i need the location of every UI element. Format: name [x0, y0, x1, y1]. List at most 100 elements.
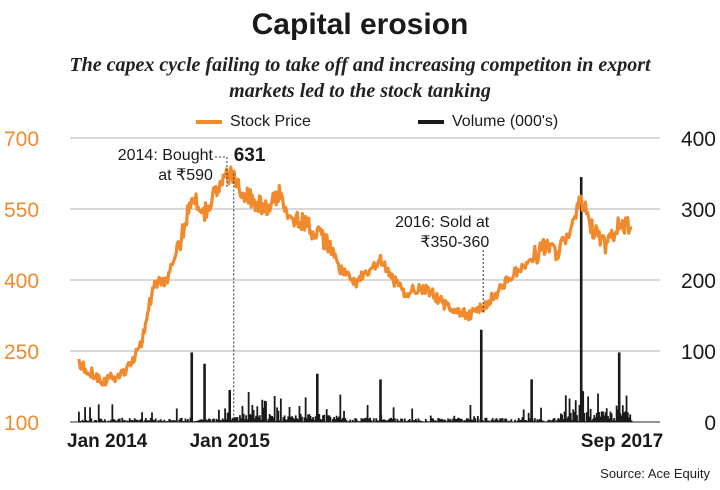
volume-bar [205, 419, 208, 422]
volume-bar [172, 420, 174, 422]
volume-bar [426, 421, 428, 422]
volume-bar [152, 419, 155, 422]
volume-bar [615, 405, 618, 422]
volume-bar [198, 420, 200, 422]
volume-bar [626, 412, 629, 422]
volume-bar [365, 417, 368, 422]
volume-bar [99, 418, 101, 422]
volume-bar [490, 419, 493, 422]
volume-bar [595, 412, 598, 422]
volume-bar [372, 418, 375, 422]
volume-bar [366, 405, 369, 422]
volume-bar [136, 419, 139, 422]
volume-bar [607, 415, 609, 422]
volume-bar [133, 418, 136, 422]
volume-bar [434, 420, 437, 422]
volume-bar [244, 419, 246, 422]
volume-bar [582, 391, 585, 422]
volume-bar [442, 420, 445, 422]
volume-bar [500, 418, 503, 422]
volume-bar [307, 414, 310, 422]
volume-bar [376, 420, 379, 422]
volume-bar [556, 419, 559, 422]
volume-bar [164, 421, 167, 422]
volume-bar [498, 420, 500, 422]
volume-bar [576, 415, 578, 422]
volume-bar [335, 415, 338, 422]
volume-bar [621, 405, 624, 422]
legend-label-volume: Volume (000's) [452, 113, 559, 130]
volume-bar [165, 421, 168, 422]
volume-bar [222, 419, 225, 422]
volume-bar [429, 415, 432, 422]
volume-bar [538, 419, 541, 422]
volume-bar [279, 398, 282, 422]
volume-bar [558, 419, 561, 422]
volume-bar [431, 418, 433, 422]
volume-bar [242, 413, 245, 422]
volume-bar [132, 420, 135, 422]
volume-bar [270, 415, 272, 422]
volume-bar [278, 420, 281, 422]
volume-bar [323, 414, 326, 422]
volume-bar [441, 418, 443, 422]
volume-bar [329, 416, 332, 422]
volume-bar [566, 418, 568, 422]
volume-bar [336, 417, 339, 422]
volume-bar [153, 420, 156, 422]
volume-bar [184, 418, 187, 422]
volume-bar [488, 420, 490, 422]
volume-bar [170, 420, 173, 422]
volume-bar [173, 420, 176, 422]
volume-bar [574, 400, 577, 422]
volume-bar [407, 420, 410, 422]
volume-bar [102, 420, 105, 422]
volume-bar [589, 408, 592, 422]
volume-bar [540, 407, 542, 422]
volume-bar [271, 416, 274, 422]
volume-spike-4 [379, 379, 382, 422]
volume-bar [507, 420, 510, 422]
volume-bar [79, 420, 82, 422]
left-tick-400: 400 [4, 270, 39, 293]
volume-bar [484, 417, 487, 422]
volume-bar [384, 419, 386, 422]
volume-bar [296, 418, 298, 422]
volume-bar [491, 418, 494, 422]
volume-bar [225, 419, 228, 422]
volume-bar [343, 410, 345, 422]
volume-bar [287, 416, 290, 422]
volume-bar [292, 417, 295, 422]
volume-bar [416, 421, 419, 422]
volume-bar [629, 414, 632, 422]
volume-bar [630, 420, 633, 422]
volume-bar [367, 418, 370, 422]
x-tick-1: Jan 2015 [190, 431, 271, 452]
volume-bar [517, 418, 520, 422]
volume-bar [553, 418, 556, 422]
volume-bar [471, 420, 474, 422]
volume-bar [219, 419, 222, 422]
volume-bar [387, 419, 390, 422]
volume-bar [486, 420, 489, 422]
volume-bar [313, 420, 316, 422]
subtitle-line-2: markets led to the stock tanking [229, 80, 491, 102]
volume-bar [149, 418, 152, 422]
chart-title: Capital erosion [251, 8, 469, 41]
volume-bar [602, 411, 604, 422]
volume-bar [338, 416, 340, 422]
volume-bar [159, 419, 162, 422]
volume-bar [288, 407, 291, 422]
volume-bar [436, 421, 438, 422]
volume-bar [122, 420, 125, 422]
legend-swatch-volume [418, 120, 444, 124]
volume-bar [226, 412, 229, 422]
volume-bar [364, 417, 367, 422]
volume-bar [562, 419, 565, 422]
volume-bar [325, 409, 328, 422]
volume-bar [605, 408, 608, 422]
volume-bar [131, 420, 134, 422]
volume-bar [283, 415, 286, 422]
volume-bar [234, 417, 236, 422]
volume-bar [393, 418, 396, 422]
